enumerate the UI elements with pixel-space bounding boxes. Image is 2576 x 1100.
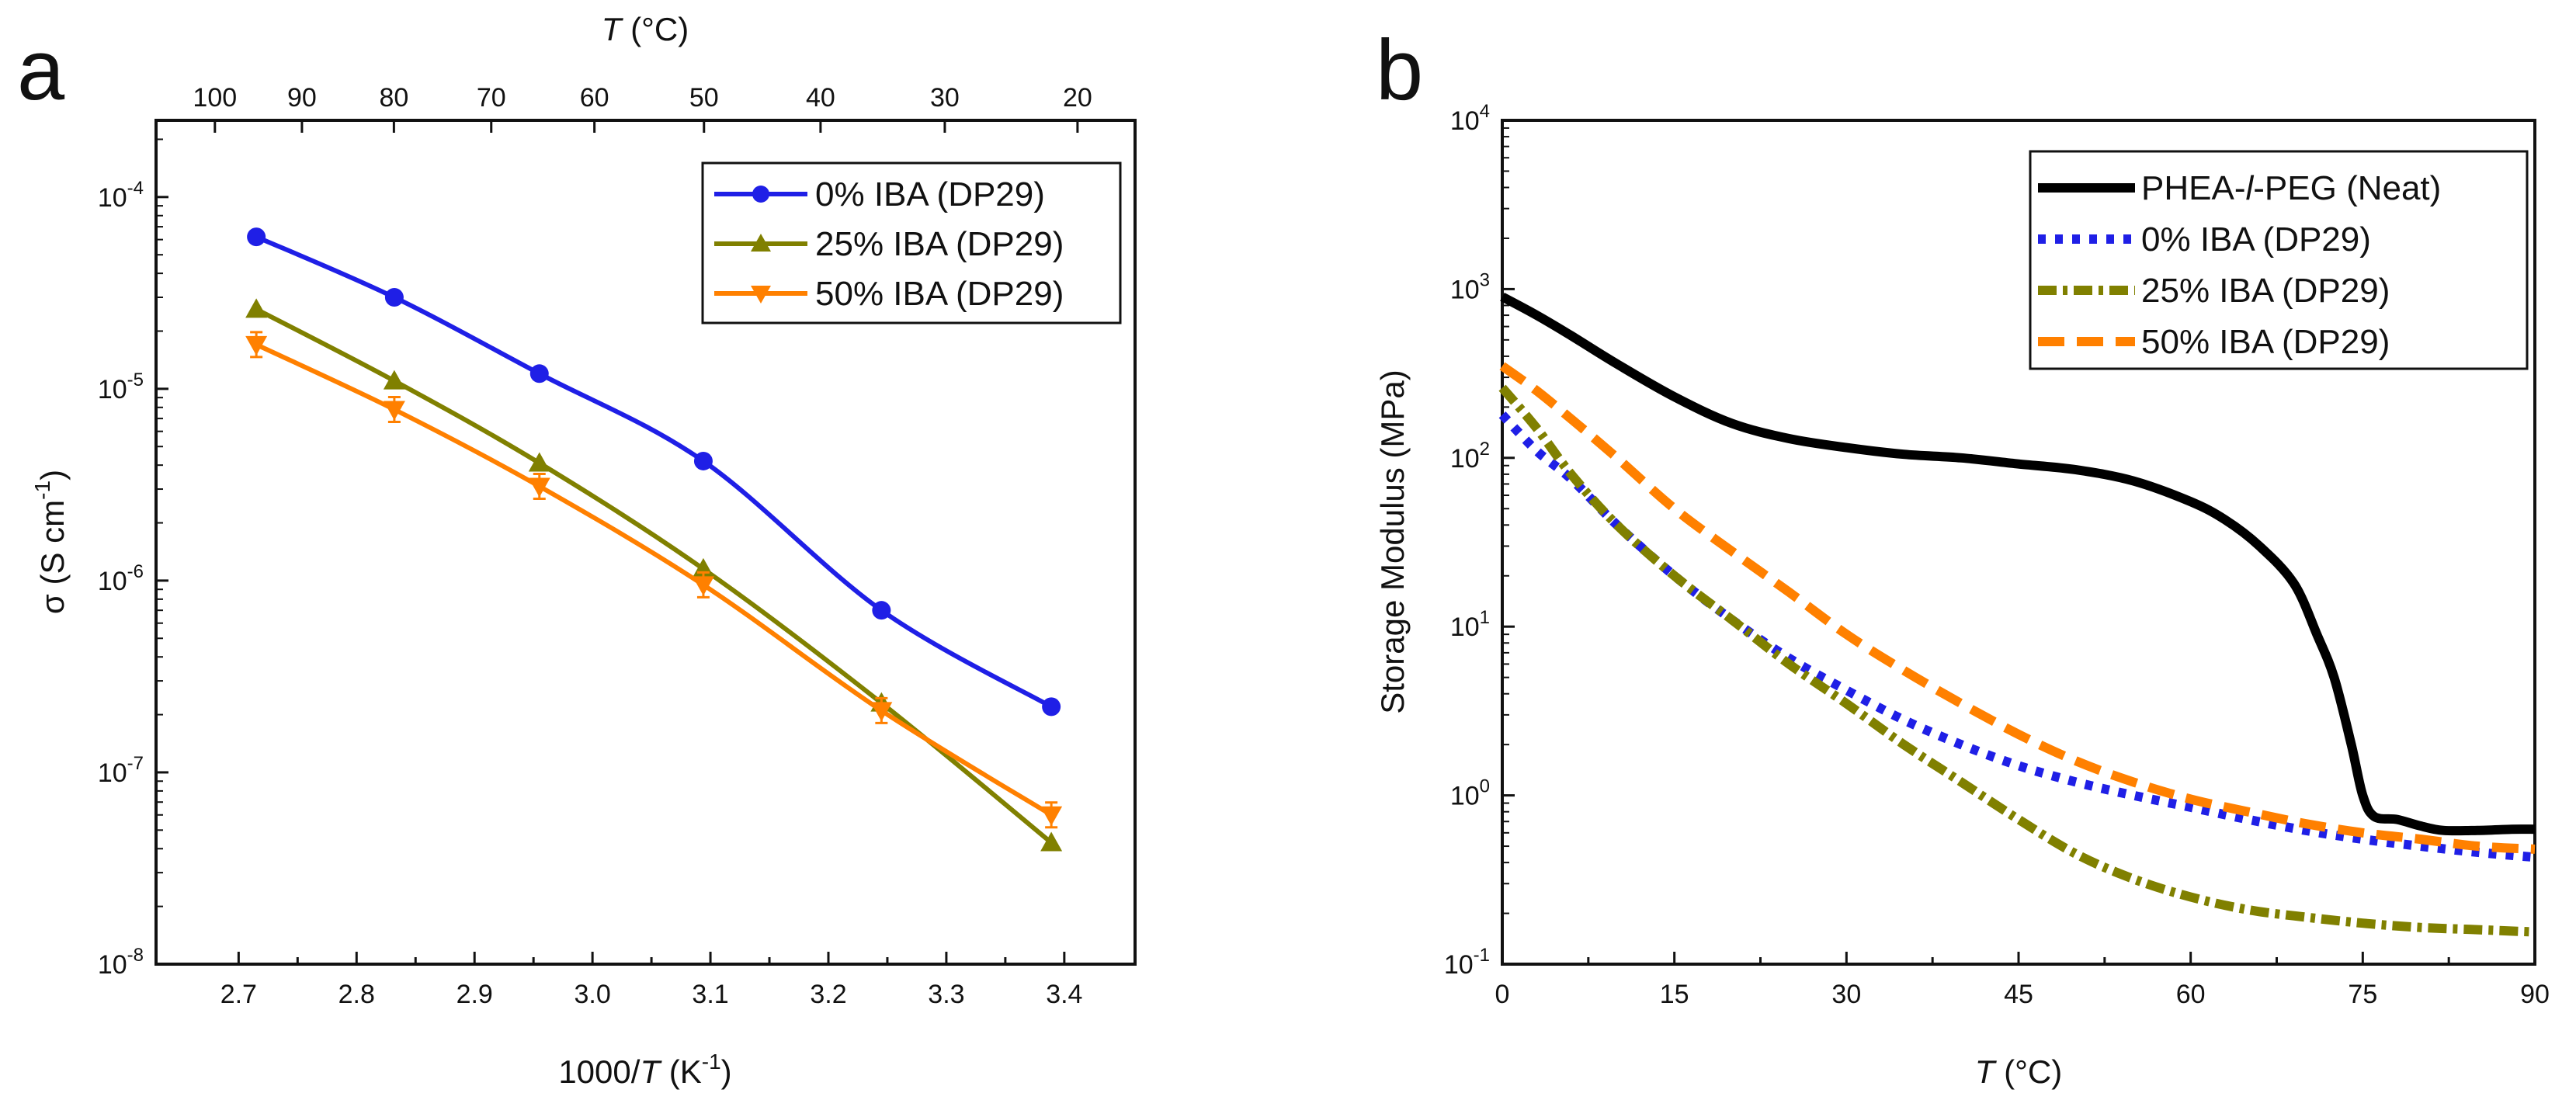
- panel-b-y-ticks: 10-1 100 101 102 103 104: [1444, 101, 1515, 980]
- panel-a-legend: 0% IBA (DP29) 25% IBA (DP29) 50% IBA (DP…: [701, 161, 1122, 324]
- panel-a-legend-label-1: 25% IBA (DP29): [815, 225, 1064, 263]
- data-point-triangle-down: [1040, 806, 1063, 826]
- panel-b-legend-label-3: 50% IBA (DP29): [2141, 323, 2390, 361]
- x-tick-label: 2.9: [457, 980, 493, 1009]
- panel-a-top-ticks: 100 90 80 70 60 50 40 30 20: [193, 83, 1092, 133]
- panel-b-y-axis-label: Storage Modulus (MPa): [1374, 370, 1411, 714]
- data-point-circle: [247, 227, 266, 247]
- series-line-1: [255, 307, 1054, 845]
- y-tick-label: 101: [1450, 607, 1490, 642]
- data-point-triangle-up: [383, 370, 405, 390]
- panel-a-x-ticks: 2.7 2.8 2.9 3.0 3.1 3.2 3.3 3.4: [220, 952, 1082, 1009]
- data-point-triangle-down: [528, 477, 550, 498]
- data-point-triangle-down: [383, 401, 405, 421]
- panel-b-x-ticks: 0 15 30 45 60 75 90: [1495, 952, 2550, 1009]
- x-tick-label: 45: [2004, 980, 2033, 1009]
- x-tick-label: 3.2: [810, 980, 846, 1009]
- top-tick-label: 70: [477, 83, 506, 113]
- panel-b-legend-entry-0: PHEA-l-PEG (Neat): [2038, 169, 2441, 207]
- data-point-triangle-down: [870, 702, 893, 722]
- y-tick-label: 10-5: [98, 370, 144, 404]
- x-tick-label: 75: [2348, 980, 2377, 1009]
- top-tick-label: 100: [193, 83, 237, 113]
- panel-b-legend-entry-3: 50% IBA (DP29): [2038, 323, 2390, 361]
- y-tick-label: 10-8: [98, 945, 144, 980]
- series-line-1: [1498, 411, 2536, 862]
- y-tick-label: 10-4: [98, 178, 144, 213]
- legend-circle-marker-icon: [752, 186, 769, 203]
- top-tick-label: 90: [287, 83, 317, 113]
- data-point-circle: [1042, 697, 1061, 717]
- top-tick-label: 30: [930, 83, 960, 113]
- y-tick-label: 104: [1450, 101, 1490, 136]
- data-point-triangle-down: [245, 335, 268, 356]
- panel-a: a 2.7 2.8 2.9 3.0 3.1 3.2 3.3 3.4 10-810-710-61…: [17, 11, 1137, 1090]
- x-tick-label: 60: [2176, 980, 2206, 1009]
- top-tick-label: 80: [379, 83, 408, 113]
- panel-a-series: [245, 227, 1063, 852]
- panel-b-legend-entry-1: 0% IBA (DP29): [2038, 220, 2371, 259]
- x-tick-label: 3.0: [574, 980, 610, 1009]
- panel-b-x-axis-label: T (°C): [1975, 1053, 2062, 1090]
- top-tick-label: 60: [580, 83, 609, 113]
- panel-a-legend-entry-2: 50% IBA (DP29): [714, 275, 1064, 313]
- panel-a-legend-label-0: 0% IBA (DP29): [815, 175, 1045, 213]
- x-tick-label: 3.1: [692, 980, 728, 1009]
- panel-b-series: [1498, 293, 2536, 937]
- x-tick-label: 3.3: [928, 980, 964, 1009]
- x-tick-label: 2.8: [338, 980, 375, 1009]
- x-tick-label: 2.7: [220, 980, 257, 1009]
- x-tick-label: 90: [2520, 980, 2550, 1009]
- panel-a-plot-frame: [154, 119, 1137, 966]
- panel-b-legend-label-1: 0% IBA (DP29): [2141, 220, 2371, 259]
- top-tick-label: 50: [689, 83, 719, 113]
- panel-b-label: b: [1376, 23, 1423, 118]
- panel-a-legend-entry-0: 0% IBA (DP29): [714, 175, 1045, 213]
- panel-b-legend-entry-2: 25% IBA (DP29): [2038, 272, 2390, 310]
- data-point-triangle-up: [1040, 831, 1063, 852]
- y-tick-label: 100: [1450, 776, 1490, 811]
- series-line-0: [1500, 293, 2536, 836]
- series-line-2: [1498, 384, 2536, 937]
- data-point-circle: [872, 601, 891, 620]
- data-point-triangle-down: [692, 576, 714, 596]
- panel-a-label: a: [17, 23, 65, 118]
- x-tick-label: 0: [1495, 980, 1510, 1009]
- data-point-triangle-up: [245, 298, 268, 318]
- top-tick-label: 40: [806, 83, 835, 113]
- panel-b-legend-label-0: PHEA-l-PEG (Neat): [2141, 169, 2441, 207]
- data-point-circle: [693, 451, 713, 470]
- x-tick-label: 3.4: [1046, 980, 1082, 1009]
- data-point-triangle-up: [528, 452, 550, 472]
- panel-a-x-axis-label: 1000/T (K-1): [558, 1050, 731, 1090]
- series-line-3: [1499, 362, 2536, 854]
- y-tick-label: 102: [1450, 439, 1490, 474]
- y-tick-label: 103: [1450, 269, 1490, 304]
- panel-b-legend-label-2: 25% IBA (DP29): [2141, 272, 2390, 310]
- data-point-circle: [384, 287, 404, 307]
- panel-a-y-ticks: 10-8 10-7 10-6 10-5 10-4: [98, 138, 168, 980]
- legend-triangle-up-marker-icon: [751, 234, 771, 252]
- series-line-2: [255, 342, 1053, 817]
- x-tick-label: 15: [1660, 980, 1689, 1009]
- panel-a-legend-entry-1: 25% IBA (DP29): [714, 225, 1064, 263]
- y-tick-label: 10-7: [98, 753, 144, 788]
- panel-b: b 0 15 30 45 60 75 90 10-1 100 101 102 103 104 T (°…: [1374, 23, 2550, 1090]
- y-tick-label: 10-6: [98, 561, 144, 596]
- panel-b-legend: PHEA-l-PEG (Neat) 0% IBA (DP29) 25% IBA …: [2029, 150, 2529, 370]
- x-tick-label: 30: [1831, 980, 1861, 1009]
- panel-a-top-axis-label: T (°C): [602, 11, 689, 47]
- panel-a-y-axis-label: σ (S cm-1): [30, 470, 71, 614]
- top-tick-label: 20: [1063, 83, 1092, 113]
- panel-a-legend-label-2: 50% IBA (DP29): [815, 275, 1064, 313]
- legend-triangle-down-marker-icon: [751, 286, 771, 304]
- y-tick-label: 10-1: [1444, 945, 1490, 980]
- data-point-circle: [529, 364, 549, 383]
